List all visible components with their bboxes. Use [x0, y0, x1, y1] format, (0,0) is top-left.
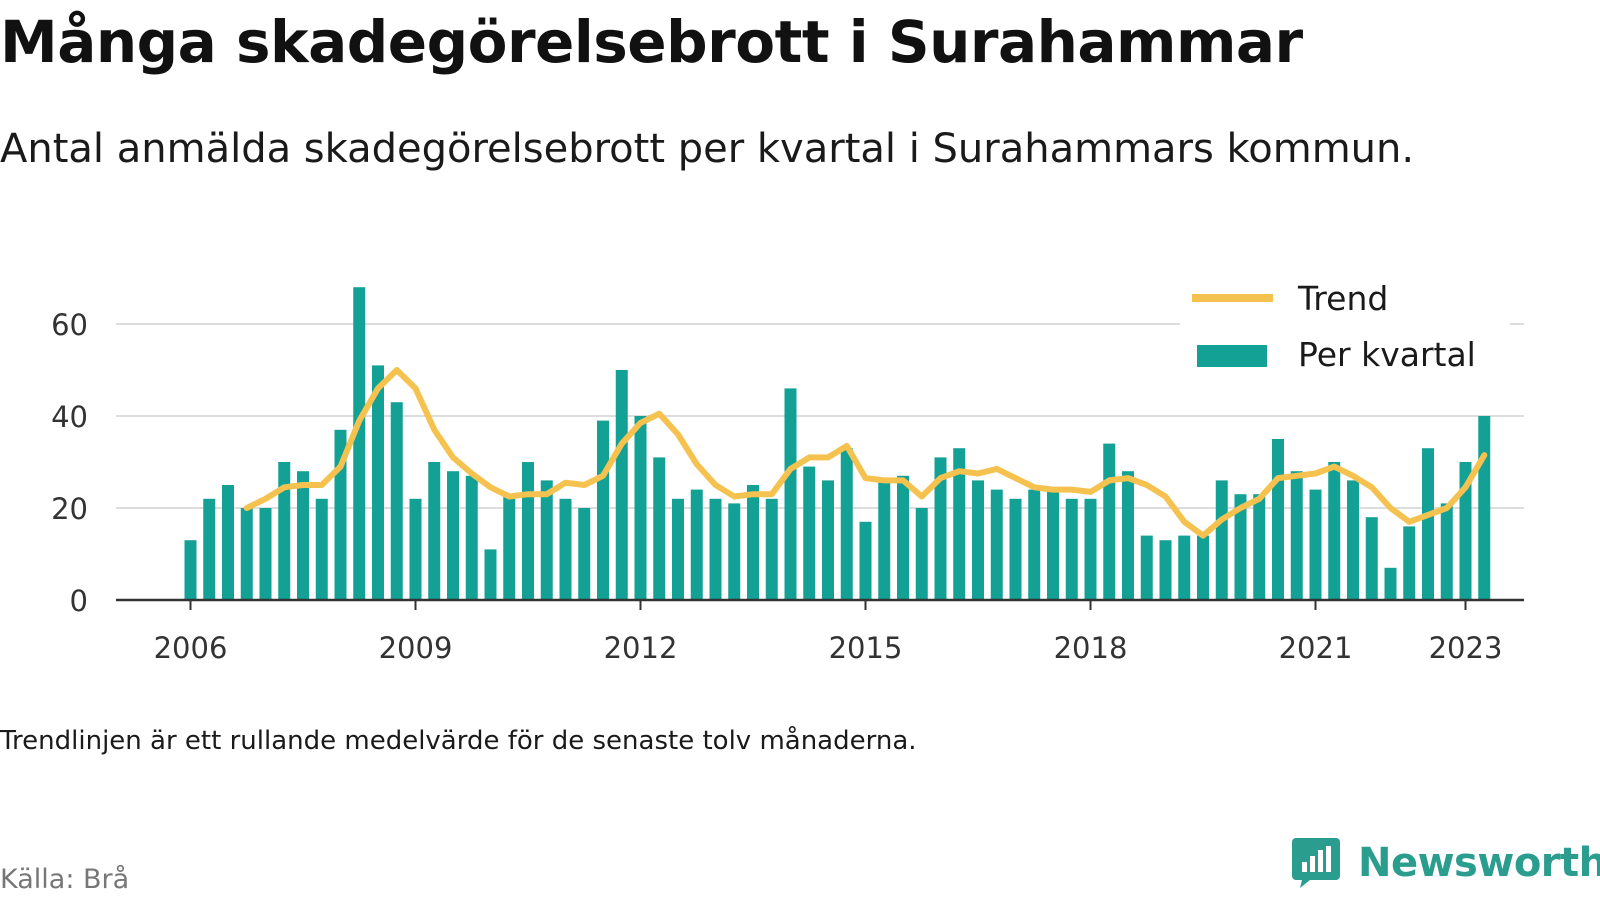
bar-2012Q1 — [634, 416, 647, 600]
chart-subtitle: Antal anmälda skadegörelsebrott per kvar… — [0, 126, 1415, 172]
bar-2018Q3 — [1122, 471, 1134, 600]
bar-2009Q1 — [409, 498, 422, 600]
bar-2020Q1 — [1234, 494, 1247, 600]
x-tick-label: 2018 — [1054, 631, 1128, 665]
bar-2013Q3 — [747, 485, 759, 600]
legend-bars-label: Per kvartal — [1298, 335, 1476, 374]
y-tick-label: 60 — [51, 308, 88, 342]
bar-2010Q2 — [503, 494, 516, 600]
bar-2015Q4 — [915, 508, 928, 600]
newsworthy-logo-icon — [1292, 838, 1340, 888]
legend-trend-label: Trend — [1297, 279, 1388, 318]
y-tick-label: 0 — [70, 584, 88, 618]
legend-bars-swatch — [1197, 345, 1267, 367]
bar-2007Q1 — [259, 508, 272, 600]
bar-2006Q3 — [222, 485, 234, 600]
trend-line — [243, 367, 1488, 539]
bar-2011Q3 — [597, 420, 609, 600]
bar-2016Q4 — [990, 489, 1003, 600]
bar-2010Q3 — [522, 462, 534, 600]
bar-2013Q4 — [765, 498, 778, 600]
bar-2016Q2 — [953, 448, 966, 600]
bar-2017Q2 — [1028, 489, 1041, 600]
bar-2011Q2 — [578, 508, 591, 600]
bar-2017Q4 — [1065, 498, 1078, 600]
bar-2019Q4 — [1215, 480, 1228, 600]
x-tick-label: 2023 — [1429, 631, 1503, 665]
bar-2023Q2 — [1478, 416, 1491, 600]
chart-svg: 0 20 40 60 2006 2009 2012 2015 2018 2021 2023 Tren… — [51, 279, 1524, 665]
bar-2010Q1 — [484, 549, 497, 600]
bar-2009Q3 — [447, 471, 459, 600]
y-tick-label: 40 — [51, 400, 88, 434]
bar-2021Q2 — [1328, 462, 1341, 600]
bar-2006Q1 — [184, 540, 197, 600]
source-label: Källa: Brå — [0, 864, 130, 895]
x-tick-label: 2015 — [829, 631, 903, 665]
bar-2022Q4 — [1440, 503, 1453, 600]
bar-2023Q1 — [1459, 462, 1472, 600]
bar-2016Q3 — [972, 480, 984, 600]
bar-2022Q2 — [1403, 526, 1416, 600]
bar-2012Q3 — [672, 498, 684, 600]
bar-2011Q4 — [615, 370, 628, 600]
bar-2020Q2 — [1253, 494, 1266, 600]
bar-2021Q1 — [1309, 489, 1322, 600]
brand-logo: Newsworthy — [1292, 838, 1600, 888]
bar-2015Q1 — [859, 521, 872, 600]
bar-2008Q3 — [372, 365, 384, 600]
bar-2016Q1 — [934, 457, 947, 600]
bar-2022Q1 — [1384, 567, 1397, 600]
x-tick-label: 2021 — [1279, 631, 1353, 665]
bar-2017Q1 — [1009, 498, 1022, 600]
bar-2007Q4 — [315, 498, 328, 600]
bar-2007Q3 — [297, 471, 309, 600]
bar-2008Q4 — [390, 402, 403, 600]
bar-2011Q1 — [559, 498, 572, 600]
bar-2010Q4 — [540, 480, 553, 600]
bar-2009Q2 — [428, 462, 441, 600]
chart-note: Trendlinjen är ett rullande medelvärde f… — [0, 726, 917, 756]
y-tick-label: 20 — [51, 492, 88, 526]
bar-2008Q2 — [353, 287, 366, 600]
bar-2006Q2 — [203, 498, 216, 600]
bar-2017Q3 — [1047, 489, 1059, 600]
bar-2019Q2 — [1178, 535, 1191, 600]
x-tick-label: 2006 — [154, 631, 228, 665]
x-tick-label: 2009 — [379, 631, 453, 665]
bar-2014Q2 — [803, 466, 816, 600]
x-tick-label: 2012 — [604, 631, 678, 665]
bar-2015Q2 — [878, 480, 891, 600]
bar-2006Q4 — [240, 508, 253, 600]
bar-2013Q2 — [728, 503, 741, 600]
bar-2021Q4 — [1365, 517, 1378, 600]
bar-2014Q1 — [784, 388, 797, 600]
bar-2012Q4 — [690, 489, 703, 600]
brand-name: Newsworthy — [1358, 840, 1600, 886]
bar-2015Q3 — [897, 475, 909, 600]
bar-2013Q1 — [709, 498, 722, 600]
bar-2014Q3 — [822, 480, 834, 600]
bar-2018Q1 — [1084, 498, 1097, 600]
bar-2020Q3 — [1272, 439, 1284, 600]
bar-2014Q4 — [840, 448, 853, 600]
bar-2018Q2 — [1103, 443, 1116, 600]
bar-2022Q3 — [1422, 448, 1434, 600]
bar-2012Q2 — [653, 457, 666, 600]
bar-2019Q3 — [1197, 535, 1209, 600]
bar-2020Q4 — [1290, 471, 1303, 600]
bar-2018Q4 — [1140, 535, 1153, 600]
bar-2019Q1 — [1159, 540, 1172, 600]
bar-2021Q3 — [1347, 480, 1359, 600]
bar-2009Q4 — [465, 475, 478, 600]
chart-title: Många skadegörelsebrott i Surahammar — [0, 8, 1303, 76]
bar-2007Q2 — [278, 462, 291, 600]
